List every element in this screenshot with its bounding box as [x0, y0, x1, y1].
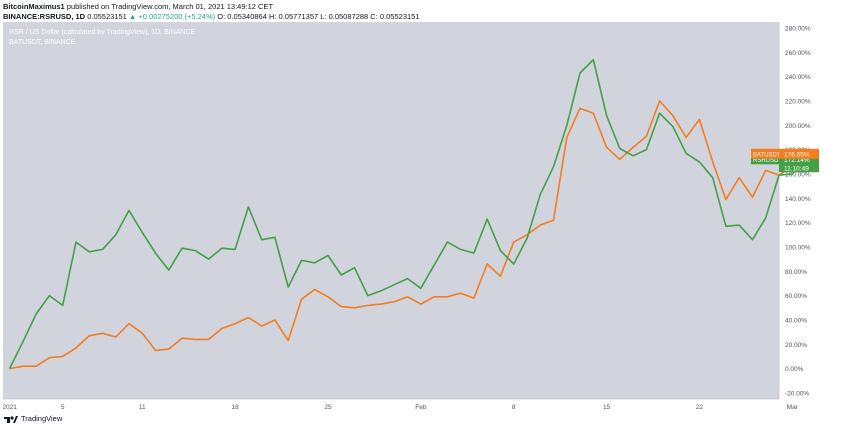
publication-info: published on TradingView.com, March 01, … — [66, 2, 274, 11]
chart-legend-title: RSR / US Dollar (calculated by TradingVi… — [9, 29, 196, 36]
x-tick-label: 22 — [696, 404, 704, 411]
y-tick-label: 160.00% — [785, 172, 811, 179]
x-tick-label: Mar — [787, 404, 799, 411]
x-tick-label: 18 — [232, 404, 240, 411]
price-value-text: 176.65% — [784, 151, 810, 158]
series-name-text: BATUSDT — [753, 152, 781, 158]
y-tick-label: 220.00% — [785, 99, 811, 106]
plot-background — [3, 22, 779, 399]
price-label-batusdt: BATUSDT 176.65% — [751, 148, 819, 159]
y-tick-label: 140.00% — [785, 196, 811, 203]
symbol-label: BINANCE:RSRUSD, 1D — [3, 12, 86, 21]
y-tick-label: 260.00% — [785, 50, 811, 57]
x-tick-label: 2021 — [3, 404, 17, 411]
y-tick-label: 0.00% — [785, 366, 804, 373]
price-axis-background — [779, 22, 847, 414]
y-tick-label: 80.00% — [785, 269, 807, 276]
y-tick-label: 120.00% — [785, 220, 811, 227]
series-name-tag — [751, 154, 779, 165]
y-tick-label: 60.00% — [785, 293, 807, 300]
y-tick-label: 20.00% — [785, 342, 807, 349]
line-chart[interactable]: RSR / US Dollar (calculated by TradingVi… — [3, 22, 847, 414]
series-name-text: RSRUSD — [753, 158, 779, 164]
tradingview-logo-icon — [4, 415, 18, 423]
chart-container[interactable]: RSR / US Dollar (calculated by TradingVi… — [3, 22, 847, 414]
y-tick-label: 240.00% — [785, 74, 811, 81]
price-value-text: 172.14% — [784, 157, 810, 164]
last-price: 0.05523151 — [87, 12, 127, 21]
brand-name: TradingView — [21, 414, 63, 423]
y-tick-label: -20.00% — [785, 390, 809, 397]
chart-legend-compare: BATUSDT, BINANCE — [9, 39, 76, 46]
tradingview-brand: TradingView — [4, 414, 62, 423]
x-tick-label: 11 — [139, 404, 146, 411]
price-change: ▲ +0.00275200 (+5.24%) — [128, 12, 216, 21]
publication-header: BitcoinMaximus1 published on TradingView… — [3, 2, 273, 11]
symbol-info-bar: BINANCE:RSRUSD, 1D 0.05523151 ▲ +0.00275… — [3, 12, 420, 21]
x-tick-label: 15 — [603, 404, 611, 411]
y-tick-label: 100.00% — [785, 244, 811, 251]
price-value-tag — [779, 148, 819, 159]
x-tick-label: 25 — [324, 404, 332, 411]
x-tick-label: Feb — [415, 404, 427, 411]
ohlc-values: O: 0.05340864 H: 0.05771357 L: 0.0508728… — [217, 12, 420, 21]
y-tick-label: 200.00% — [785, 123, 811, 130]
series-line-rsrusd — [8, 58, 807, 369]
y-tick-label: 280.00% — [785, 26, 811, 33]
series-line-batusdt — [9, 100, 807, 370]
author-name: BitcoinMaximus1 — [3, 2, 65, 11]
y-tick-label: 40.00% — [785, 317, 807, 324]
x-tick-label: 8 — [512, 404, 516, 411]
x-tick-label: 5 — [61, 404, 65, 411]
series-name-tag — [751, 148, 779, 159]
bar-countdown-text: 11:10:49 — [784, 165, 809, 172]
